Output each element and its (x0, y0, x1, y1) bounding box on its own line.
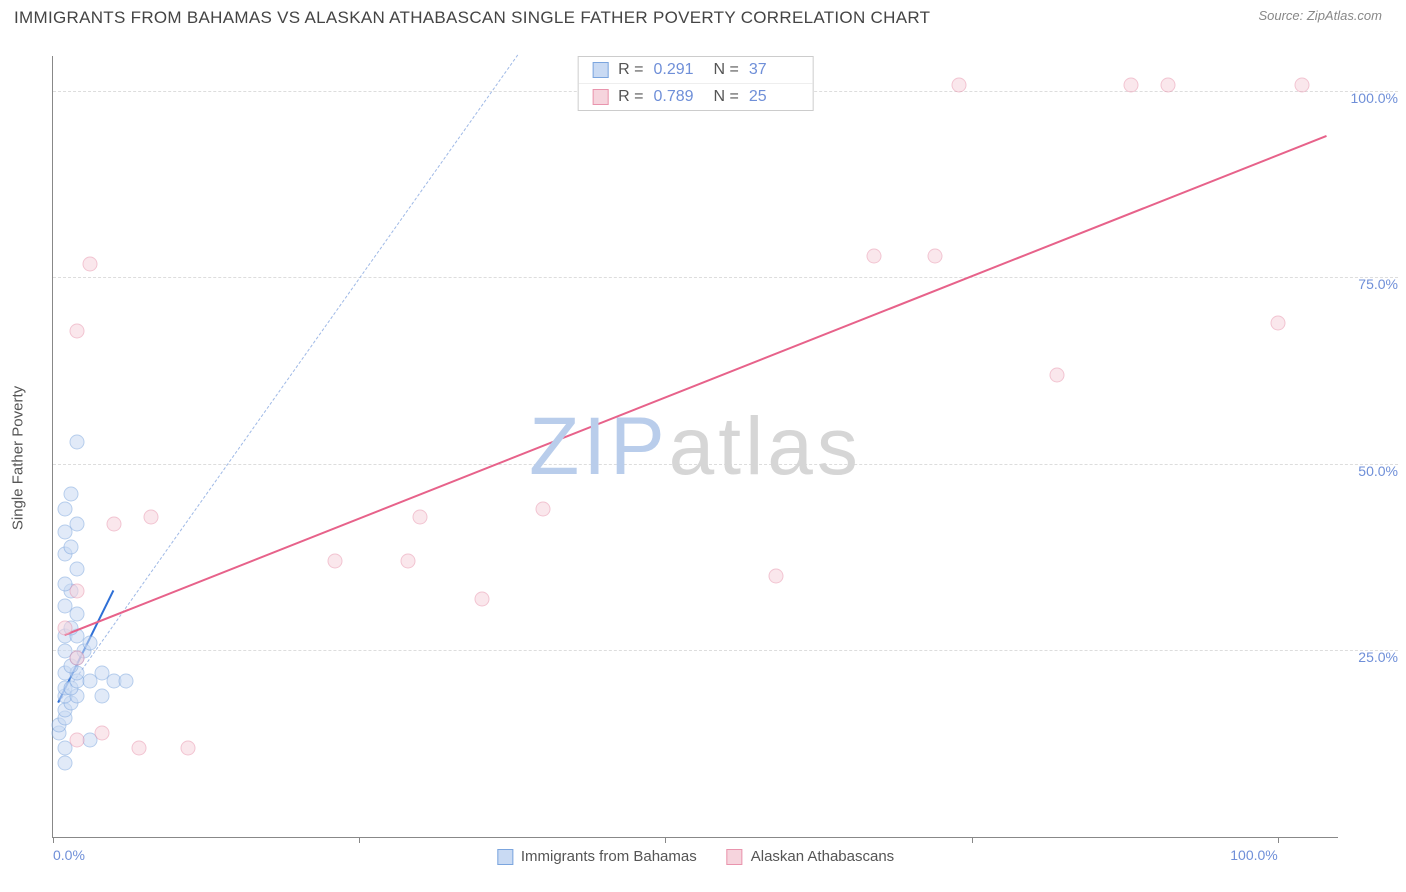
data-point-athabascan (82, 256, 97, 271)
x-tick-mark (359, 837, 360, 843)
x-tick-label: 0.0% (53, 847, 85, 863)
data-point-athabascan (70, 651, 85, 666)
legend-label-bahamas: Immigrants from Bahamas (521, 848, 697, 865)
data-point-athabascan (94, 725, 109, 740)
data-point-athabascan (474, 591, 489, 606)
x-tick-mark (972, 837, 973, 843)
data-point-bahamas (70, 517, 85, 532)
legend-swatch-athabascan (727, 849, 743, 865)
gridline-h (53, 464, 1398, 465)
data-point-athabascan (952, 77, 967, 92)
r-value-athabascan: 0.789 (654, 88, 704, 106)
data-point-bahamas (64, 539, 79, 554)
data-point-athabascan (1295, 77, 1310, 92)
data-point-athabascan (413, 509, 428, 524)
chart-header: IMMIGRANTS FROM BAHAMAS VS ALASKAN ATHAB… (0, 0, 1406, 40)
legend-swatch-bahamas (497, 849, 513, 865)
data-point-athabascan (131, 740, 146, 755)
n-label: N = (714, 61, 739, 79)
data-point-bahamas (58, 755, 73, 770)
data-point-athabascan (70, 584, 85, 599)
source-prefix: Source: (1258, 8, 1306, 23)
series-legend: Immigrants from Bahamas Alaskan Athabasc… (497, 848, 894, 865)
data-point-athabascan (58, 621, 73, 636)
source-attribution: Source: ZipAtlas.com (1258, 8, 1382, 23)
data-point-athabascan (866, 249, 881, 264)
data-point-athabascan (70, 323, 85, 338)
r-value-bahamas: 0.291 (654, 61, 704, 79)
legend-label-athabascan: Alaskan Athabascans (751, 848, 894, 865)
y-axis-label: Single Father Poverty (10, 386, 27, 530)
data-point-bahamas (70, 561, 85, 576)
correlation-legend: R = 0.291 N = 37 R = 0.789 N = 25 (577, 56, 814, 111)
trend-line (64, 135, 1326, 636)
data-point-athabascan (107, 517, 122, 532)
data-point-athabascan (70, 733, 85, 748)
y-tick-label: 75.0% (1342, 276, 1398, 292)
x-tick-mark (1278, 837, 1279, 843)
data-point-athabascan (535, 502, 550, 517)
y-tick-label: 100.0% (1342, 90, 1398, 106)
r-label: R = (618, 61, 643, 79)
data-point-athabascan (143, 509, 158, 524)
n-value-athabascan: 25 (749, 88, 799, 106)
correlation-legend-row: R = 0.291 N = 37 (578, 57, 813, 83)
data-point-athabascan (1123, 77, 1138, 92)
chart-container: Single Father Poverty ZIPatlas R = 0.291… (48, 48, 1398, 868)
data-point-athabascan (1160, 77, 1175, 92)
data-point-athabascan (327, 554, 342, 569)
x-tick-mark (665, 837, 666, 843)
legend-swatch-bahamas (592, 62, 608, 78)
legend-item-bahamas: Immigrants from Bahamas (497, 848, 697, 865)
legend-item-athabascan: Alaskan Athabascans (727, 848, 894, 865)
n-label: N = (714, 88, 739, 106)
data-point-athabascan (1050, 368, 1065, 383)
plot-area: ZIPatlas R = 0.291 N = 37 R = 0.789 N = … (52, 56, 1338, 838)
data-point-athabascan (768, 569, 783, 584)
data-point-bahamas (58, 599, 73, 614)
r-label: R = (618, 88, 643, 106)
trend-line-extrapolation (58, 54, 518, 703)
data-point-athabascan (401, 554, 416, 569)
y-tick-label: 25.0% (1342, 649, 1398, 665)
data-point-athabascan (180, 740, 195, 755)
data-point-athabascan (927, 249, 942, 264)
n-value-bahamas: 37 (749, 61, 799, 79)
gridline-h (53, 277, 1398, 278)
chart-title: IMMIGRANTS FROM BAHAMAS VS ALASKAN ATHAB… (14, 8, 930, 28)
data-point-bahamas (94, 688, 109, 703)
x-tick-mark (53, 837, 54, 843)
data-point-bahamas (119, 673, 134, 688)
watermark: ZIPatlas (529, 400, 862, 494)
x-tick-label: 100.0% (1230, 847, 1277, 863)
source-name: ZipAtlas.com (1307, 8, 1382, 23)
data-point-bahamas (64, 487, 79, 502)
watermark-part-2: atlas (669, 401, 862, 492)
data-point-athabascan (1270, 316, 1285, 331)
watermark-part-1: ZIP (529, 401, 669, 492)
y-tick-label: 50.0% (1342, 463, 1398, 479)
data-point-bahamas (70, 435, 85, 450)
data-point-bahamas (58, 502, 73, 517)
legend-swatch-athabascan (592, 89, 608, 105)
gridline-h (53, 650, 1398, 651)
correlation-legend-row: R = 0.789 N = 25 (578, 83, 813, 110)
